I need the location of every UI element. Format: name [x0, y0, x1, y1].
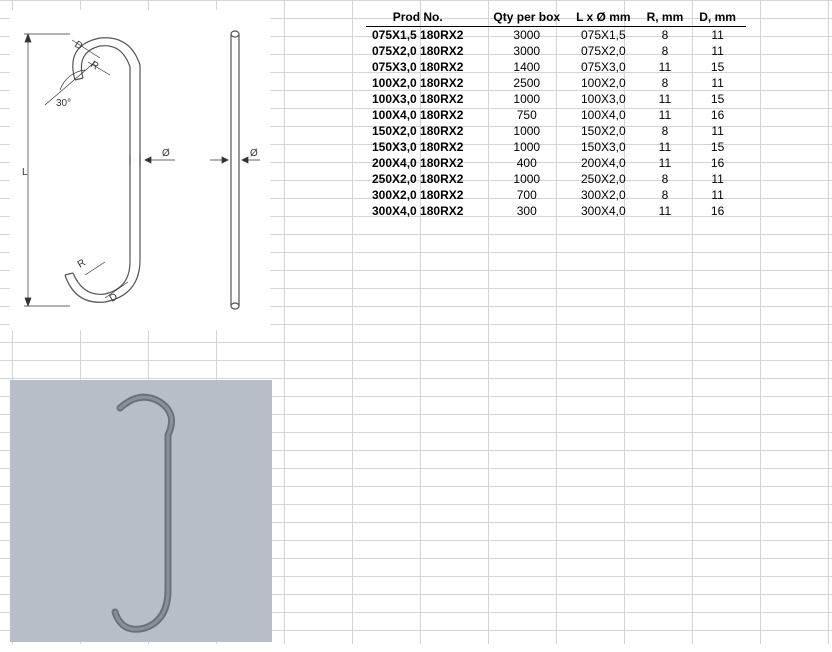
table-row: 150X2,0 180RX21000150X2,0811 [366, 123, 746, 139]
dim-R-top: R [88, 59, 100, 72]
render-svg [10, 380, 272, 642]
table-cell: 150X3,0 180RX2 [366, 139, 487, 155]
table-cell: 300X4,0 [570, 203, 640, 219]
table-row: 300X2,0 180RX2700300X2,0811 [366, 187, 746, 203]
table-row: 075X1,5 180RX23000075X1,5811 [366, 27, 746, 44]
render-image [10, 380, 272, 642]
table-cell: 11 [693, 171, 746, 187]
table-cell: 16 [693, 155, 746, 171]
table-cell: 1000 [487, 91, 570, 107]
table-cell: 11 [693, 43, 746, 59]
col-prod-no: Prod No. [366, 8, 487, 27]
table-cell: 11 [693, 123, 746, 139]
table-cell: 100X2,0 [570, 75, 640, 91]
table-cell: 3000 [487, 27, 570, 44]
dim-phi-left: Ø [162, 148, 170, 159]
table-cell: 8 [641, 27, 694, 44]
table-cell: 1400 [487, 59, 570, 75]
table-cell: 11 [641, 139, 694, 155]
page-container: L 30° D R Ø Ø R D [0, 0, 832, 652]
table-cell: 075X1,5 [570, 27, 640, 44]
table-row: 100X2,0 180RX22500100X2,0811 [366, 75, 746, 91]
table-cell: 300X2,0 180RX2 [366, 187, 487, 203]
table-row: 250X2,0 180RX21000250X2,0811 [366, 171, 746, 187]
table-cell: 16 [693, 203, 746, 219]
dim-R-bottom: R [76, 257, 88, 270]
table-row: 200X4,0 180RX2400200X4,01116 [366, 155, 746, 171]
product-table: Prod No. Qty per box L x Ø mm R, mm D, m… [366, 8, 746, 219]
table-row: 075X3,0 180RX21400075X3,01115 [366, 59, 746, 75]
col-lxo: L x Ø mm [570, 8, 640, 27]
table-cell: 8 [641, 187, 694, 203]
table-cell: 075X2,0 [570, 43, 640, 59]
angle-label: 30° [56, 98, 71, 109]
table-cell: 16 [693, 107, 746, 123]
table-cell: 300X4,0 180RX2 [366, 203, 487, 219]
table-cell: 15 [693, 91, 746, 107]
table-cell: 100X4,0 180RX2 [366, 107, 487, 123]
dim-phi-right: Ø [250, 148, 258, 159]
diagram-svg: L 30° D R Ø Ø R D [10, 10, 270, 330]
table-cell: 1000 [487, 171, 570, 187]
table-cell: 075X3,0 180RX2 [366, 59, 487, 75]
table-cell: 11 [641, 155, 694, 171]
table-cell: 075X3,0 [570, 59, 640, 75]
dim-L-label: L [22, 167, 28, 178]
table-cell: 150X2,0 180RX2 [366, 123, 487, 139]
table-cell: 100X2,0 180RX2 [366, 75, 487, 91]
dim-D-bottom: D [108, 291, 120, 304]
table-cell: 3000 [487, 43, 570, 59]
table-row: 075X2,0 180RX23000075X2,0811 [366, 43, 746, 59]
product-table-wrap: Prod No. Qty per box L x Ø mm R, mm D, m… [280, 0, 832, 652]
technical-diagram: L 30° D R Ø Ø R D [10, 10, 270, 330]
table-cell: 8 [641, 75, 694, 91]
table-cell: 700 [487, 187, 570, 203]
table-header-row: Prod No. Qty per box L x Ø mm R, mm D, m… [366, 8, 746, 27]
table-cell: 11 [693, 27, 746, 44]
table-cell: 11 [641, 107, 694, 123]
table-row: 150X3,0 180RX21000150X3,01115 [366, 139, 746, 155]
table-cell: 100X4,0 [570, 107, 640, 123]
table-cell: 075X1,5 180RX2 [366, 27, 487, 44]
table-cell: 11 [641, 203, 694, 219]
table-cell: 100X3,0 [570, 91, 640, 107]
table-cell: 300X2,0 [570, 187, 640, 203]
table-cell: 750 [487, 107, 570, 123]
table-cell: 250X2,0 180RX2 [366, 171, 487, 187]
table-row: 100X4,0 180RX2750100X4,01116 [366, 107, 746, 123]
col-r: R, mm [641, 8, 694, 27]
col-d: D, mm [693, 8, 746, 27]
table-cell: 8 [641, 43, 694, 59]
col-qty: Qty per box [487, 8, 570, 27]
table-cell: 1000 [487, 139, 570, 155]
left-column: L 30° D R Ø Ø R D [0, 0, 280, 652]
table-cell: 150X3,0 [570, 139, 640, 155]
table-cell: 8 [641, 123, 694, 139]
table-cell: 400 [487, 155, 570, 171]
table-cell: 15 [693, 139, 746, 155]
table-cell: 11 [693, 75, 746, 91]
table-cell: 300 [487, 203, 570, 219]
table-cell: 8 [641, 171, 694, 187]
table-cell: 11 [641, 91, 694, 107]
table-cell: 250X2,0 [570, 171, 640, 187]
table-cell: 11 [641, 59, 694, 75]
table-cell: 2500 [487, 75, 570, 91]
table-cell: 100X3,0 180RX2 [366, 91, 487, 107]
table-cell: 200X4,0 180RX2 [366, 155, 487, 171]
table-cell: 11 [693, 187, 746, 203]
table-cell: 15 [693, 59, 746, 75]
table-body: 075X1,5 180RX23000075X1,5811075X2,0 180R… [366, 27, 746, 220]
table-cell: 150X2,0 [570, 123, 640, 139]
table-cell: 200X4,0 [570, 155, 640, 171]
table-cell: 075X2,0 180RX2 [366, 43, 487, 59]
table-row: 300X4,0 180RX2300300X4,01116 [366, 203, 746, 219]
table-row: 100X3,0 180RX21000100X3,01115 [366, 91, 746, 107]
table-cell: 1000 [487, 123, 570, 139]
